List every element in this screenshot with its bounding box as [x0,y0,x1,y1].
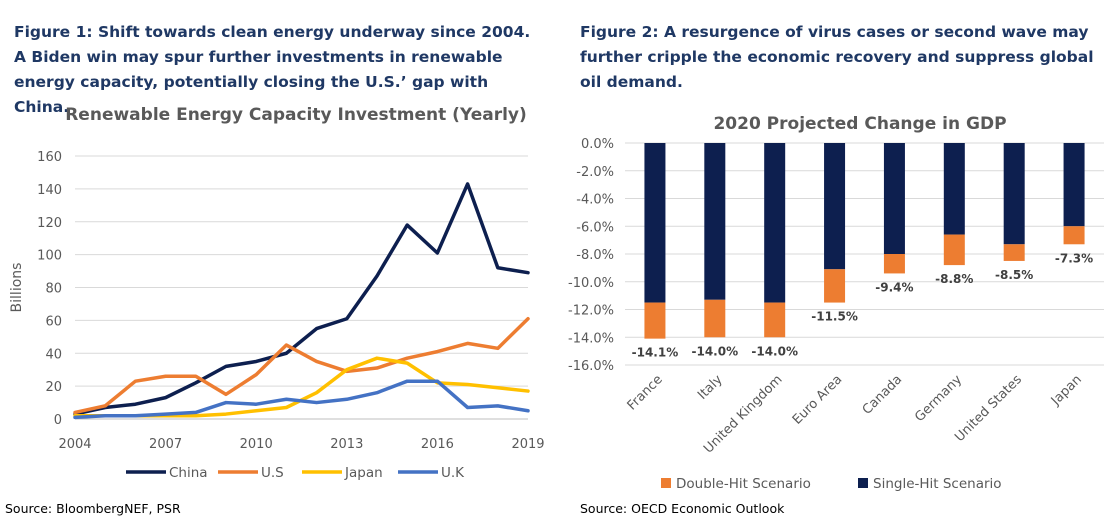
bar-double-hit [1063,226,1085,245]
bar-double-hit [644,302,666,339]
y-tick-label: -6.0% [576,220,614,235]
line-chart: 0 20 40 60 80 100 120 140 160 2004 2007 2010 2013 201… [9,150,545,481]
y-axis-label: Billions [9,263,25,313]
data-label: -9.4% [875,280,913,294]
legend-swatch [661,478,671,488]
y-tick-label: -2.0% [576,165,614,180]
bar-double-hit [704,299,726,338]
legend-swatch [858,478,868,488]
x-category-label: Euro Area [790,372,846,428]
x-tick-label: 2007 [149,437,182,452]
y-tick-label: 100 [37,249,62,264]
x-tick-label: 2019 [511,437,544,452]
figure2-title: Figure 2: A resurgence of virus cases or… [580,23,1094,91]
x-category-label: France [625,372,666,413]
figure1-source: Source: BloombergNEF, PSR [5,501,181,516]
y-tick-label: -14.0% [568,331,614,346]
data-label: -8.8% [935,272,973,286]
line-chart-title: Renewable Energy Capacity Investment (Ye… [65,105,527,125]
bar-single-hit [704,143,726,300]
y-tick-label: -4.0% [576,193,614,208]
figure1-title: Figure 1: Shift towards clean energy und… [14,23,531,116]
series-line-uk [73,379,530,420]
legend-label: Single-Hit Scenario [873,476,1002,492]
bar-single-hit [883,143,905,254]
bar-single-hit [644,143,666,303]
y-tick-label: 60 [45,314,62,329]
bar-single-hit [1063,143,1085,227]
data-label: -14.0% [692,344,739,358]
x-category-label: Germany [912,372,965,425]
y-tick-label: 40 [45,347,62,362]
x-tick-label: 2016 [421,437,454,452]
bar-double-hit [824,269,846,303]
x-tick-label: 2013 [330,437,363,452]
bar-single-hit [764,143,786,303]
bar-double-hit [1003,244,1025,261]
data-label: -14.1% [632,346,679,360]
bar-chart-title: 2020 Projected Change in GDP [713,114,1007,134]
legend-label: Double-Hit Scenario [676,476,811,492]
data-label: -11.5% [811,310,858,324]
bar-double-hit [943,234,965,266]
series-line-china [73,182,530,416]
y-tick-label: -16.0% [568,359,614,374]
x-tick-label: 2004 [58,437,91,452]
y-tick-label: -8.0% [576,248,614,263]
legend-label: U.S [261,465,284,481]
x-category-label: Canada [860,372,906,418]
bar-single-hit [824,143,846,270]
y-tick-label: 120 [37,216,62,231]
series-line-us [73,316,530,415]
y-tick-label: -10.0% [568,276,614,291]
bar-chart: 0.0% -2.0% -4.0% -6.0% -8.0% -10.0% -12.0% -14.… [568,137,1104,492]
y-tick-label: -12.0% [568,304,614,319]
y-tick-label: 80 [45,282,62,297]
x-tick-label: 2010 [240,437,273,452]
y-tick-label: 140 [37,183,62,198]
data-label: -14.0% [751,344,798,358]
legend-label: U.K [441,465,465,481]
y-tick-label: 0.0% [581,137,614,152]
bar-single-hit [943,143,965,235]
y-tick-label: 0 [54,413,62,428]
y-tick-label: 160 [37,150,62,165]
figure2-source: Source: OECD Economic Outlook [580,501,785,516]
legend-label: China [169,465,208,481]
data-label: -8.5% [995,268,1033,282]
y-tick-label: 20 [45,380,62,395]
legend-label: Japan [344,465,383,481]
data-label: -7.3% [1055,251,1093,265]
bar-double-hit [764,302,786,338]
x-category-label: Japan [1048,372,1085,409]
x-category-label: Italy [695,372,726,403]
bar-single-hit [1003,143,1025,245]
bar-double-hit [883,254,905,274]
